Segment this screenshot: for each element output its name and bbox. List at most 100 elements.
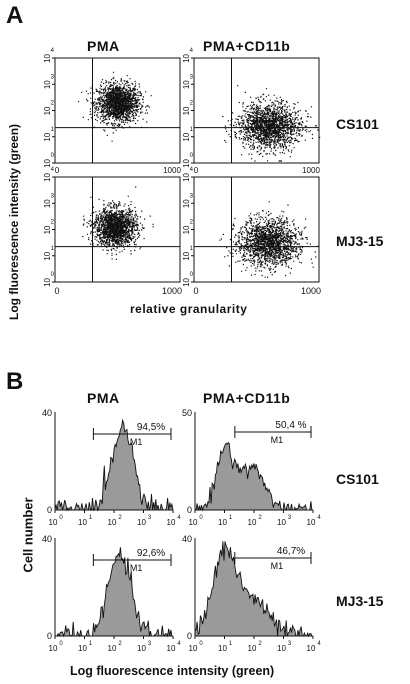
y-tick-label: 10 [43, 277, 52, 286]
scatter-dots [82, 186, 154, 260]
panel-b-letter: B [6, 368, 24, 395]
y-zero-label: 0 [47, 505, 52, 515]
x-tick-label-start: 0 [55, 166, 60, 175]
x-tick-exponent: 0 [59, 641, 63, 647]
y-tick-exponent: 1 [51, 127, 55, 133]
x-tick-label: 10 [277, 644, 286, 653]
y-tick-label: 10 [182, 53, 191, 62]
scatter-dots [219, 201, 319, 278]
x-tick-exponent: 2 [118, 641, 122, 647]
y-tick-exponent: 3 [190, 74, 194, 80]
panel-a-row-label-mj3-15: MJ3-15 [336, 233, 384, 249]
y-tick-exponent: 3 [51, 193, 55, 199]
m1-percentage-label: 50,4 % [275, 420, 306, 431]
m1-marker-label: M1 [271, 435, 284, 445]
x-tick-exponent: 2 [258, 515, 262, 521]
x-tick-label: 10 [277, 518, 286, 527]
x-tick-label: 10 [137, 518, 146, 527]
y-zero-label: 0 [187, 631, 192, 641]
y-tick-label: 10 [43, 106, 52, 115]
y-tick-label: 10 [43, 53, 52, 62]
y-tick-exponent: 3 [51, 74, 55, 80]
y-max-label: 40 [182, 534, 192, 544]
y-tick-exponent: 1 [190, 246, 194, 252]
y-tick-label: 10 [43, 199, 52, 208]
x-tick-exponent: 4 [177, 641, 181, 647]
histogram-area [194, 541, 313, 638]
x-tick-label: 10 [307, 644, 316, 653]
x-tick-label: 10 [218, 518, 227, 527]
scatter-dots [78, 71, 152, 142]
y-tick-label: 10 [182, 172, 191, 181]
y-tick-exponent: 3 [190, 193, 194, 199]
m1-marker-label: M1 [130, 563, 143, 573]
x-tick-label: 10 [248, 644, 257, 653]
x-tick-label: 10 [167, 644, 176, 653]
x-tick-exponent: 2 [118, 515, 122, 521]
histogram-area [195, 441, 313, 512]
x-tick-exponent: 2 [258, 641, 262, 647]
y-tick-label: 10 [182, 277, 191, 286]
y-tick-exponent: 4 [190, 48, 194, 54]
y-tick-exponent: 4 [190, 167, 194, 173]
x-tick-label: 10 [307, 518, 316, 527]
y-tick-label: 10 [43, 172, 52, 181]
histogram-area [55, 547, 173, 638]
y-tick-label: 10 [43, 132, 52, 141]
x-tick-exponent: 0 [199, 515, 203, 521]
x-tick-exponent: 0 [199, 641, 203, 647]
y-tick-exponent: 2 [51, 220, 55, 226]
panel-b-row-label-cs101: CS101 [336, 471, 379, 487]
y-tick-label: 10 [182, 106, 191, 115]
x-tick-label: 10 [108, 518, 117, 527]
m1-percentage-label: 92,6% [137, 548, 165, 559]
m1-percentage-label: 94,5% [137, 422, 165, 433]
x-tick-label: 10 [189, 518, 198, 527]
panel-a-row-label-cs101: CS101 [336, 116, 379, 132]
y-max-label: 40 [42, 534, 52, 544]
y-tick-exponent: 0 [190, 272, 194, 278]
y-tick-exponent: 1 [51, 246, 55, 252]
y-tick-label: 10 [43, 251, 52, 260]
y-tick-exponent: 1 [190, 127, 194, 133]
x-tick-exponent: 3 [148, 641, 152, 647]
m1-percentage-label: 46,7% [277, 546, 305, 557]
y-tick-label: 10 [182, 158, 191, 167]
y-tick-exponent: 0 [190, 153, 194, 159]
x-tick-label: 10 [108, 644, 117, 653]
y-tick-label: 10 [43, 225, 52, 234]
panel-b-row-label-mj3-15: MJ3-15 [336, 593, 384, 609]
panel-a-col-title-pma: PMA [87, 38, 120, 54]
y-tick-label: 10 [182, 132, 191, 141]
x-tick-label: 10 [78, 518, 87, 527]
panel-b-x-axis-title: Log fluorescence intensity (green) [70, 664, 275, 678]
x-tick-label-start: 0 [54, 286, 59, 296]
m1-marker-label: M1 [271, 561, 284, 571]
y-zero-label: 0 [187, 505, 192, 515]
y-tick-exponent: 2 [51, 101, 55, 107]
x-tick-label: 10 [218, 644, 227, 653]
x-tick-label-start: 0 [194, 166, 199, 175]
x-tick-label: 10 [248, 518, 257, 527]
x-tick-label: 10 [49, 644, 58, 653]
x-tick-label-end: 1000 [301, 286, 321, 296]
x-tick-exponent: 3 [288, 641, 292, 647]
y-tick-exponent: 0 [51, 272, 55, 278]
y-tick-label: 10 [182, 80, 191, 89]
x-tick-label: 10 [167, 518, 176, 527]
y-tick-exponent: 4 [51, 167, 55, 173]
scatter-dots [222, 85, 321, 162]
x-tick-exponent: 1 [89, 515, 93, 521]
x-tick-exponent: 3 [148, 515, 152, 521]
y-tick-label: 10 [182, 199, 191, 208]
y-tick-label: 10 [43, 80, 52, 89]
